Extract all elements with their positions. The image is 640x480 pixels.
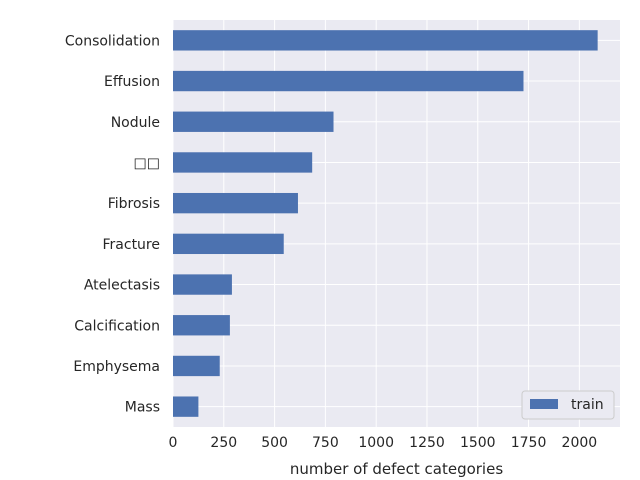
x-tick-label: 750: [312, 435, 339, 451]
y-tick-label: Fibrosis: [108, 196, 160, 212]
bar: [173, 274, 232, 295]
bars: [173, 30, 598, 417]
x-tick-label: 1750: [511, 435, 547, 451]
y-tick-label: Consolidation: [65, 33, 160, 49]
x-tick-label: 250: [210, 435, 237, 451]
bar: [173, 233, 284, 255]
x-tick-label: 500: [261, 435, 288, 451]
legend-swatch: [530, 399, 558, 409]
x-tick-label: 1500: [460, 435, 496, 451]
bar: [173, 152, 313, 173]
bar: [173, 315, 230, 336]
x-tick-label: 1250: [409, 435, 445, 451]
y-tick-label: Nodule: [111, 115, 160, 131]
x-tick-labels: 0 250 500 750 1000 1250 1500 1750 2000: [169, 435, 598, 451]
y-tick-label: Mass: [125, 400, 160, 416]
x-tick-label: 1000: [358, 435, 394, 451]
y-tick-label: □□: [134, 155, 160, 171]
bar: [173, 355, 220, 377]
legend-box: [521, 390, 615, 420]
x-tick-label: 0: [169, 435, 178, 451]
x-axis-label: number of defect categories: [290, 460, 504, 478]
legend: train: [521, 390, 615, 420]
y-tick-label: Calcification: [74, 318, 160, 334]
x-tick-label: 2000: [562, 435, 598, 451]
legend-label: train: [571, 397, 604, 413]
bar: [173, 192, 298, 214]
y-tick-labels: Mass Emphysema Calcification Atelectasis Fra…: [65, 33, 160, 415]
y-tick-label: Emphysema: [73, 359, 160, 375]
bar: [173, 70, 524, 92]
bar: [173, 111, 334, 132]
y-tick-label: Atelectasis: [84, 278, 160, 294]
y-tick-label: Effusion: [104, 74, 160, 90]
bar: [173, 30, 598, 51]
bar: [173, 396, 199, 417]
y-tick-label: Fracture: [103, 237, 161, 253]
